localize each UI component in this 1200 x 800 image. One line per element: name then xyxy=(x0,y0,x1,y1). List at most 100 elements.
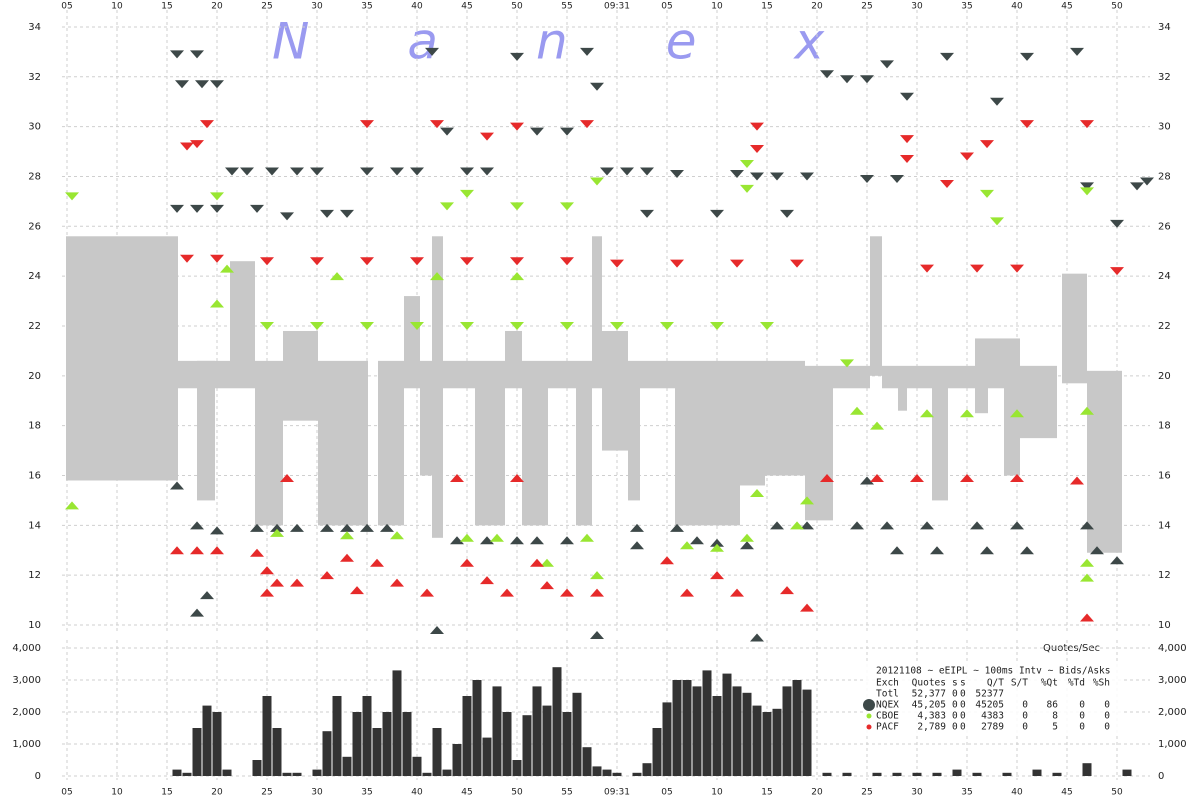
x-tick-label: 45 xyxy=(1061,2,1072,12)
y-tick-label: 12 xyxy=(1158,570,1171,581)
quote-marker xyxy=(970,264,984,273)
bar xyxy=(972,772,982,776)
quote-marker xyxy=(750,172,764,181)
quote-marker xyxy=(690,536,704,545)
quote-marker xyxy=(800,496,814,505)
bar xyxy=(172,769,182,776)
quote-marker xyxy=(180,254,194,263)
bar xyxy=(432,728,442,776)
spread-bar xyxy=(1062,273,1087,384)
quote-marker xyxy=(200,120,214,129)
legend-cell: 45205 xyxy=(975,700,1004,711)
legend-cell: 86 xyxy=(1047,700,1059,711)
quote-marker xyxy=(260,566,274,575)
quote-marker xyxy=(1080,573,1094,582)
quote-marker xyxy=(190,546,204,555)
bar xyxy=(402,712,412,776)
y-tick-label: 34 xyxy=(1158,22,1171,33)
y-tick-label: 28 xyxy=(28,171,41,182)
quote-marker xyxy=(790,521,804,530)
y-tick-label: 30 xyxy=(1158,122,1171,133)
x-tick-label: 25 xyxy=(261,2,272,12)
quote-marker xyxy=(960,473,974,482)
quote-marker xyxy=(440,127,454,136)
bar xyxy=(462,696,472,776)
bar xyxy=(372,728,382,776)
bar xyxy=(782,686,792,776)
quote-marker xyxy=(390,531,404,540)
quote-marker xyxy=(360,120,374,129)
bar xyxy=(222,769,232,776)
quote-marker xyxy=(240,167,254,176)
quote-marker xyxy=(990,97,1004,106)
spread-bar xyxy=(230,261,255,389)
bar xyxy=(692,686,702,776)
bar xyxy=(802,689,812,776)
bar xyxy=(822,772,832,776)
x-tick-label: 15 xyxy=(161,788,172,798)
quote-marker xyxy=(900,135,914,144)
y-tick-label: 24 xyxy=(1158,271,1171,282)
quote-marker xyxy=(340,209,354,218)
quote-marker xyxy=(870,421,884,430)
spread-bar xyxy=(882,365,898,389)
quote-marker xyxy=(590,571,604,580)
bar xyxy=(682,680,692,776)
bar xyxy=(632,772,642,776)
quote-marker xyxy=(800,521,814,530)
spread-bar xyxy=(1004,338,1020,476)
quote-marker xyxy=(1080,521,1094,530)
quote-marker xyxy=(510,202,524,211)
quote-marker xyxy=(280,473,294,482)
y-tick-label: 2,000 xyxy=(12,707,41,718)
quote-marker xyxy=(180,142,194,151)
y-tick-label: 16 xyxy=(28,471,41,482)
quote-marker xyxy=(330,272,344,281)
quote-marker xyxy=(270,578,284,587)
legend-header: %Td xyxy=(1068,678,1085,689)
legend-header: %Qt xyxy=(1041,678,1058,689)
bar xyxy=(262,696,272,776)
spread-bar xyxy=(988,338,1004,389)
legend-header: S/T xyxy=(1011,678,1028,689)
quote-marker xyxy=(1090,546,1104,555)
quote-marker xyxy=(980,140,994,149)
quote-marker xyxy=(680,541,694,550)
y-tick-label: 2,000 xyxy=(1158,707,1187,718)
quote-marker xyxy=(960,409,974,418)
bar xyxy=(282,772,292,776)
legend-cell: Totl xyxy=(876,689,899,700)
quote-marker xyxy=(1080,613,1094,622)
quote-marker xyxy=(580,533,594,542)
quote-marker xyxy=(850,521,864,530)
y-tick-label: 32 xyxy=(28,72,41,83)
y-tick-label: 24 xyxy=(28,271,41,282)
x-tick-label: 20 xyxy=(811,2,823,12)
quote-marker xyxy=(200,591,214,600)
x-tick-label: 15 xyxy=(761,788,772,798)
bar xyxy=(642,763,652,776)
y-tick-label: 18 xyxy=(1158,421,1171,432)
quote-marker xyxy=(640,209,654,218)
quote-marker xyxy=(210,192,224,201)
quote-marker xyxy=(760,321,774,330)
quote-marker xyxy=(460,189,474,198)
x-tick-label: 10 xyxy=(111,2,123,12)
x-tick-label: 25 xyxy=(861,788,872,798)
y-tick-label: 1,000 xyxy=(12,739,41,750)
x-tick-label: 40 xyxy=(411,2,423,12)
quote-marker xyxy=(540,558,554,567)
quote-marker xyxy=(560,321,574,330)
spread-bar xyxy=(602,330,628,451)
y-tick-label: 34 xyxy=(28,22,41,33)
quote-marker xyxy=(1070,476,1084,485)
bar xyxy=(212,712,222,776)
quote-marker xyxy=(410,167,424,176)
quote-marker xyxy=(800,603,814,612)
quote-marker xyxy=(340,523,354,532)
quote-marker xyxy=(280,212,294,221)
quote-marker xyxy=(410,321,424,330)
x-tick-label: 30 xyxy=(311,788,323,798)
quote-marker xyxy=(1020,546,1034,555)
quote-marker xyxy=(580,47,594,56)
